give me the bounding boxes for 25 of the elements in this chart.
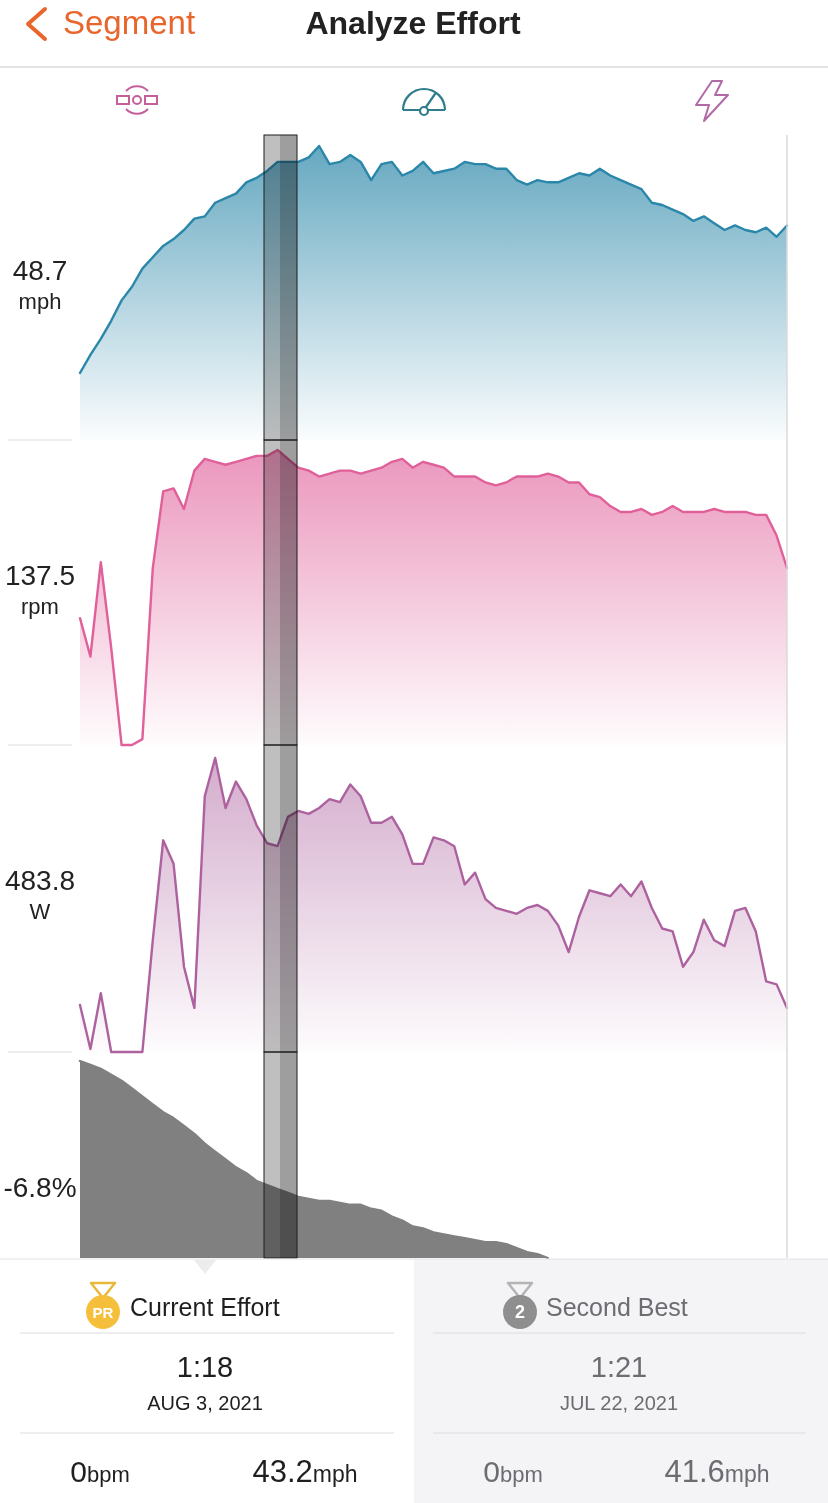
- text: Segment: [63, 4, 196, 41]
- y-axis-title: rpm: [21, 594, 59, 619]
- text: 1:18: [176, 1351, 234, 1383]
- text: Second Best: [546, 1293, 688, 1321]
- text: 0: [70, 1455, 87, 1488]
- text: bpm: [499, 1462, 543, 1487]
- text: 43.2: [252, 1454, 313, 1489]
- text: mph: [312, 1461, 358, 1487]
- text: Analyze Effort: [305, 5, 521, 41]
- annotation: 483.8: [4, 865, 76, 896]
- text: bpm: [86, 1462, 130, 1487]
- annotation: -6.8%: [3, 1172, 77, 1203]
- annotation: 137.5: [4, 560, 76, 591]
- text: 1:21: [590, 1351, 648, 1383]
- text: PR: [92, 1304, 114, 1321]
- text: JUL 22, 2021: [559, 1392, 679, 1414]
- text: mph: [724, 1461, 770, 1487]
- text: 41.6: [664, 1454, 725, 1489]
- y-axis-title: mph: [18, 289, 62, 314]
- text: 48.7: [12, 255, 68, 286]
- y-axis-title: W: [29, 899, 51, 924]
- text: Current Effort: [130, 1293, 280, 1321]
- text: 2: [514, 1302, 526, 1322]
- text: 0: [483, 1455, 500, 1488]
- text: AUG 3, 2021: [147, 1392, 263, 1414]
